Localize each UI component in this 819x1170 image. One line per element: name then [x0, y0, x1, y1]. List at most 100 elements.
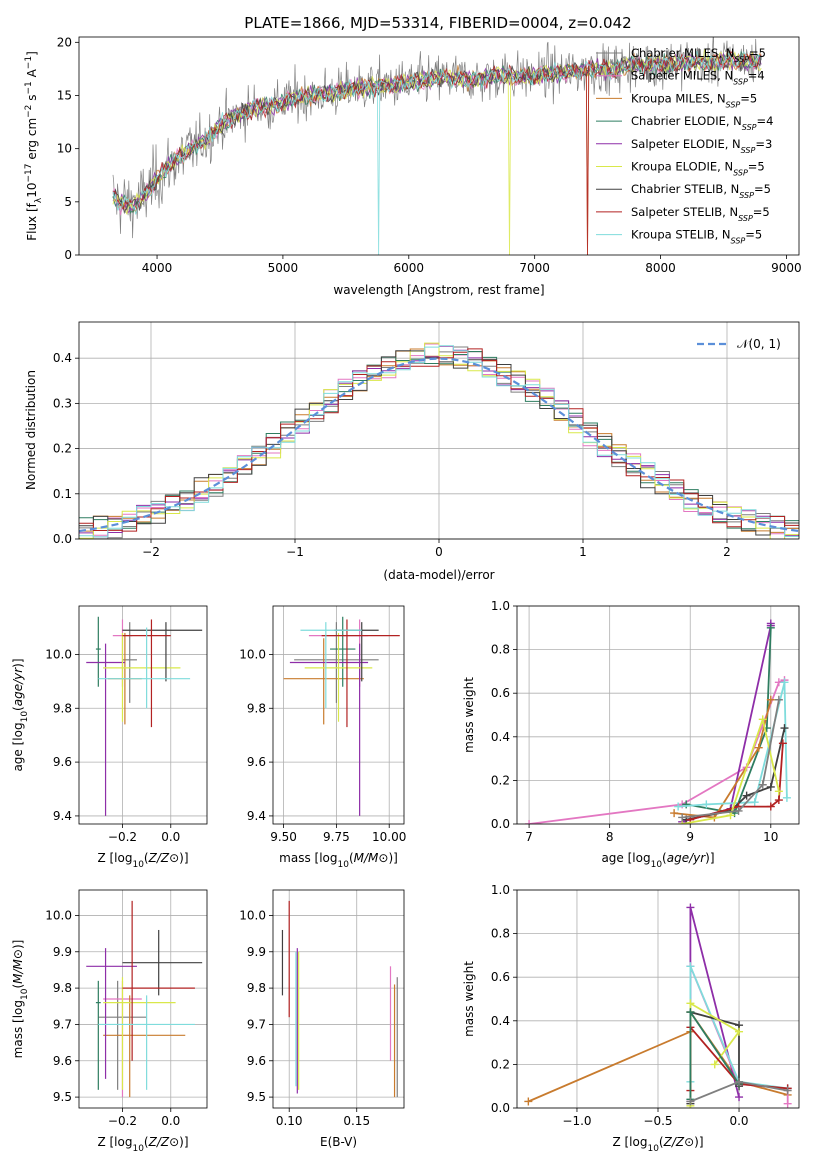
- legend-sub: SSP: [733, 77, 748, 86]
- label-part: log: [629, 1135, 647, 1149]
- label-part: ]: [184, 851, 189, 865]
- axes-frame: [516, 605, 800, 825]
- figure-title: PLATE=1866, MJD=53314, FIBERID=0004, z=0…: [244, 14, 631, 32]
- legend-nssp: =4: [757, 114, 774, 128]
- x-tick-label: 0.0: [729, 1114, 748, 1128]
- plus-marker: [774, 695, 783, 704]
- axes-frame: [272, 605, 405, 825]
- y-tick-label: 9.4: [53, 809, 72, 823]
- label-part: 10: [25, 183, 39, 198]
- legend-name: Salpeter MILES, N: [631, 69, 733, 83]
- x-tick-label: 4000: [142, 261, 173, 275]
- axes-weight-vs-age: 7 8 9 10 0.0 0.2 0.4 0.6 0.8 1.0 mass weight age [l…: [462, 599, 800, 870]
- legend-label: 𝒩(0, 1): [737, 337, 781, 351]
- label-part: −1: [24, 56, 34, 69]
- plus-marker: [780, 724, 789, 733]
- y-axis-label: mass weight: [462, 961, 476, 1037]
- plus-marker: [783, 1099, 792, 1108]
- label-part: age/yr: [11, 667, 25, 706]
- plus-marker: [766, 782, 775, 791]
- plus-marker: [758, 715, 767, 724]
- legend-nssp: =5: [749, 46, 766, 60]
- plus-marker: [524, 1097, 533, 1106]
- label-part: (: [11, 984, 25, 989]
- plot-area: [524, 903, 792, 1108]
- label-part: (: [144, 1135, 149, 1149]
- label-part: 10: [20, 711, 30, 723]
- axes-frame: [272, 889, 405, 1109]
- x-tick-label: 0.0: [161, 1114, 180, 1128]
- y-tick-label: 10.0: [45, 647, 72, 661]
- plus-marker: [678, 813, 687, 822]
- plus-marker: [670, 809, 679, 818]
- y-tick-label: 0.0: [53, 532, 72, 546]
- legend-nssp: =5: [740, 91, 757, 105]
- y-tick-label: 0.0: [491, 817, 510, 831]
- model-kroupa-stelib: [112, 50, 762, 255]
- plot-area: [281, 900, 398, 1098]
- x-axis-label: E(B-V): [320, 1135, 357, 1149]
- axes-weight-vs-Z: −1.0 −0.5 0.0 0.0 0.2 0.4 0.6 0.8 1.0 mass weight…: [462, 883, 800, 1154]
- legend-name: Kroupa STELIB, N: [631, 228, 731, 242]
- plus-marker: [686, 962, 695, 971]
- x-tick-label: −0.2: [108, 1114, 137, 1128]
- y-tick-label: 0.4: [491, 730, 510, 744]
- label-part: M/M⊙: [354, 851, 389, 865]
- label-part: (: [349, 851, 354, 865]
- x-axis-label: Z [log10(Z/Z⊙)]: [97, 1135, 188, 1154]
- plus-marker: [734, 806, 743, 815]
- axes-spectrum: 4000 5000 6000 7000 8000 9000 0 5 10 15 20 Flux [fλ…: [24, 35, 802, 297]
- plot-area: [79, 342, 799, 539]
- legend-sub: SSP: [742, 123, 757, 132]
- label-part: Z/Z⊙: [663, 1135, 695, 1149]
- label-part: log: [11, 722, 25, 740]
- legend-label: Chabrier STELIB, NSSP=5: [631, 182, 771, 200]
- label-part: ]: [25, 51, 39, 56]
- y-tick-label: 10.0: [239, 908, 266, 922]
- y-tick-label: 0.8: [491, 927, 510, 941]
- y-tick-label: 0.2: [491, 773, 510, 787]
- x-tick-label: 8: [606, 830, 614, 844]
- y-tick-label: 0.8: [491, 643, 510, 657]
- legend-label: Kroupa STELIB, NSSP=5: [631, 228, 762, 246]
- y-tick-label: 9.9: [53, 945, 72, 959]
- y-tick-label: 9.5: [247, 1090, 266, 1104]
- y-tick-label: 9.7: [247, 1017, 266, 1031]
- label-part: age/yr: [667, 851, 706, 865]
- label-part: ]: [710, 851, 715, 865]
- y-tick-label: 9.4: [247, 809, 266, 823]
- label-part: 10: [132, 1144, 144, 1154]
- plus-marker: [702, 800, 711, 809]
- x-tick-label: 9000: [771, 261, 802, 275]
- y-tick-label: 0.6: [491, 686, 510, 700]
- y-tick-label: 9.6: [53, 755, 72, 769]
- label-part: mass [: [11, 1018, 25, 1058]
- y-tick-label: 10.0: [45, 908, 72, 922]
- axes-frame: [78, 605, 208, 825]
- label-part: mass [: [279, 851, 319, 865]
- x-tick-label: 9.50: [270, 830, 297, 844]
- y-tick-label: 9.5: [53, 1090, 72, 1104]
- x-tick-label: 0.15: [343, 1114, 370, 1128]
- plus-marker: [674, 802, 683, 811]
- plus-marker: [735, 1077, 744, 1086]
- label-part: ): [179, 1135, 184, 1149]
- label-part: −17: [24, 164, 34, 183]
- y-tick-label: 0.2: [491, 1057, 510, 1071]
- legend-label: Chabrier ELODIE, NSSP=4: [631, 114, 773, 132]
- legend-nssp: =5: [753, 205, 770, 219]
- label-part: log: [632, 851, 650, 865]
- legend-label: Chabrier MILES, NSSP=5: [631, 46, 766, 64]
- label-part: 10: [20, 988, 30, 1000]
- x-tick-label: 7000: [519, 261, 550, 275]
- y-axis-label: Flux [fλ10−17 erg cm−2 s−1 A−1]: [24, 51, 44, 241]
- y-axis-label: mass [log10(M/M⊙)]: [11, 940, 30, 1059]
- axes-frame: [78, 36, 800, 256]
- label-part: ]: [393, 851, 398, 865]
- y-tick-label: 10: [57, 142, 72, 156]
- plus-marker: [780, 678, 789, 687]
- hist-salpeter-stelib: [79, 348, 799, 532]
- label-part: A: [25, 68, 39, 81]
- y-tick-label: 9.6: [247, 755, 266, 769]
